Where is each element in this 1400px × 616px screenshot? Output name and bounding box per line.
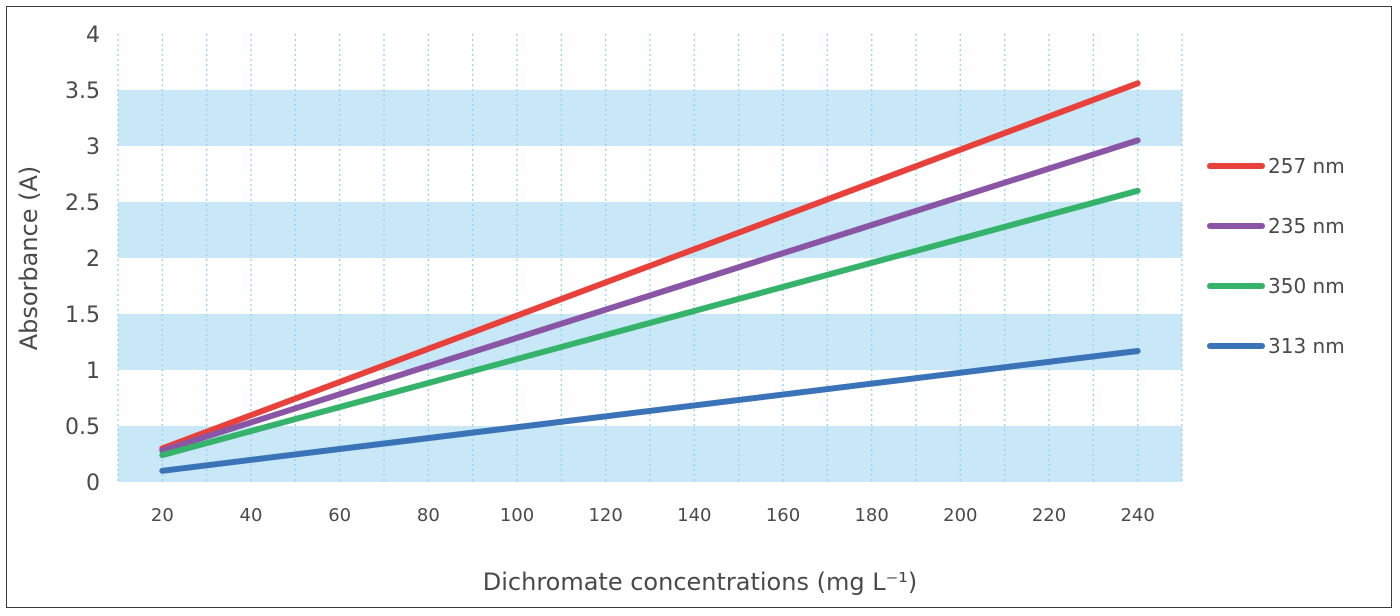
x-tick-label: 80: [417, 505, 440, 526]
x-tick-label: 60: [328, 505, 351, 526]
chart-frame: [6, 6, 1392, 608]
x-axis-title: Dichromate concentrations (mg L⁻¹): [483, 568, 917, 596]
legend: 257 nm 235 nm 350 nm 313 nm: [1207, 154, 1345, 358]
x-tick-label: 140: [677, 505, 711, 526]
y-tick-label: 1: [86, 359, 100, 384]
x-tick-label: 200: [943, 505, 977, 526]
legend-label-313-nm: 313 nm: [1268, 334, 1345, 358]
series-line-350-nm: [159, 187, 1141, 459]
x-tick-label: 160: [766, 505, 800, 526]
y-tick-label: 0: [86, 471, 100, 496]
legend-label-350-nm: 350 nm: [1268, 274, 1345, 298]
series-line-313-nm: [159, 347, 1141, 474]
y-tick-label: 3: [86, 135, 100, 160]
x-axis-ticks: 20 40 60 80 100 120 140 160 180 200 220 240: [151, 505, 1155, 526]
series-line-235-nm: [159, 137, 1141, 454]
x-tick-label: 40: [240, 505, 263, 526]
y-tick-label: 1.5: [65, 303, 100, 328]
x-tick-label: 20: [151, 505, 174, 526]
x-tick-label: 180: [854, 505, 888, 526]
legend-label-257-nm: 257 nm: [1268, 154, 1345, 178]
y-tick-label: 3.5: [65, 79, 100, 104]
y-axis-title: Absorbance (A): [15, 166, 43, 351]
y-tick-label: 2.5: [65, 191, 100, 216]
y-tick-label: 4: [86, 23, 100, 48]
background-band-4: [118, 90, 1182, 146]
x-tick-label: 240: [1120, 505, 1154, 526]
series-line-257-nm: [159, 80, 1141, 452]
y-tick-label: 0.5: [65, 415, 100, 440]
x-tick-label: 220: [1032, 505, 1066, 526]
x-tick-label: 120: [588, 505, 622, 526]
y-tick-label: 2: [86, 247, 100, 272]
series-lines: [159, 80, 1141, 474]
x-tick-label: 100: [500, 505, 534, 526]
y-axis-ticks: 0 0.5 1 1.5 2 2.5 3 3.5 4: [65, 23, 100, 496]
legend-label-235-nm: 235 nm: [1268, 214, 1345, 238]
